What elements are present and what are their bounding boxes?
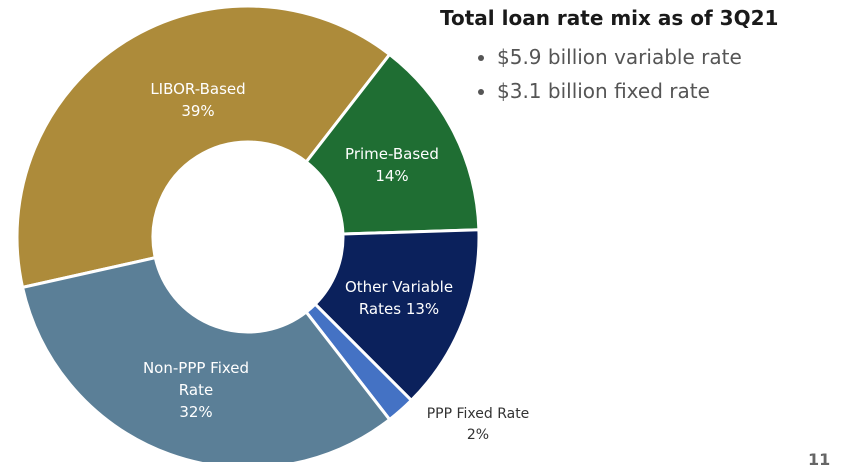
value-label: 2%: [466, 427, 490, 443]
bullet: $3.1 billion fixed rate: [497, 74, 742, 108]
chart-title: Total loan rate mix as of 3Q21: [440, 6, 779, 30]
value-label: 14%: [375, 167, 409, 185]
value-label: 39%: [181, 102, 215, 120]
donut-segment: [20, 255, 392, 462]
category-label: PPP Fixed Rate: [426, 406, 530, 422]
category-label: Non-PPP Fixed Rate: [142, 359, 250, 399]
category-label: Other Variable Rates: [344, 278, 454, 318]
data-label: LIBOR-Based 39%: [138, 78, 258, 122]
data-label: Prime-Based 14%: [337, 143, 447, 187]
data-label: PPP Fixed Rate 2%: [408, 404, 548, 446]
category-label: Prime-Based: [345, 145, 439, 163]
donut-segment: [15, 4, 392, 290]
data-label: Non-PPP Fixed Rate 32%: [131, 357, 261, 423]
bullet-list: $5.9 billion variable rate $3.1 billion …: [475, 40, 742, 108]
data-label: Other Variable Rates 13%: [329, 276, 469, 320]
donut-segment: [313, 228, 481, 403]
value-label: 32%: [179, 403, 213, 421]
page-number: 11: [808, 450, 831, 469]
donut-segment: [304, 52, 481, 236]
value-label: 13%: [405, 300, 440, 318]
bullet: $5.9 billion variable rate: [497, 40, 742, 74]
category-label: LIBOR-Based: [150, 80, 246, 98]
